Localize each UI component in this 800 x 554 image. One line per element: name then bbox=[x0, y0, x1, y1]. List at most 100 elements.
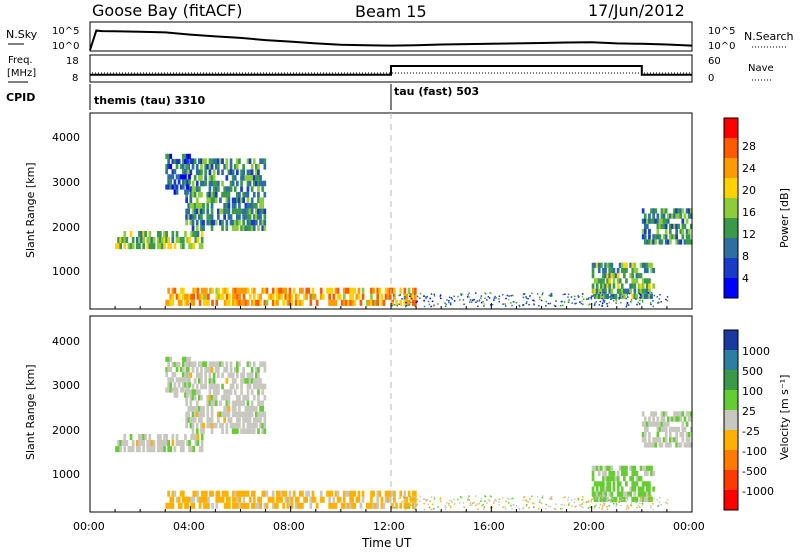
echo-cell bbox=[252, 383, 256, 390]
echo-cell bbox=[212, 158, 216, 164]
echo-cell bbox=[683, 442, 687, 448]
echo-cell bbox=[601, 505, 604, 507]
echo-cell bbox=[227, 169, 231, 176]
echo-cell bbox=[380, 502, 384, 509]
echo-cell bbox=[177, 299, 181, 306]
power-ytick-4000: 4000 bbox=[52, 131, 80, 144]
echo-cell bbox=[311, 287, 315, 294]
echo-cell bbox=[212, 361, 216, 367]
echo-cell bbox=[121, 237, 125, 244]
echo-cell bbox=[259, 293, 262, 300]
echo-cell bbox=[217, 169, 220, 176]
echo-cell bbox=[177, 502, 181, 509]
echo-cell bbox=[233, 389, 237, 395]
echo-cell bbox=[156, 243, 160, 250]
echo-cell bbox=[159, 231, 162, 238]
echo-cell bbox=[186, 153, 189, 159]
echo-cell bbox=[610, 497, 612, 499]
echo-cell bbox=[215, 293, 219, 300]
echo-cell bbox=[630, 502, 633, 504]
echo-cell bbox=[652, 218, 655, 224]
echo-cell bbox=[240, 400, 243, 407]
noise-ytick-bottom: 10^0 bbox=[52, 41, 79, 52]
echo-cell bbox=[507, 299, 510, 301]
echo-cell bbox=[677, 239, 681, 245]
echo-cell bbox=[646, 442, 649, 448]
echo-cell bbox=[250, 175, 254, 181]
echo-cell bbox=[623, 288, 626, 294]
echo-cell bbox=[198, 389, 201, 395]
echo-cell bbox=[184, 189, 187, 195]
echo-cell bbox=[242, 372, 245, 379]
echo-cell bbox=[263, 367, 267, 373]
echo-cell bbox=[214, 394, 218, 401]
echo-cell bbox=[210, 180, 214, 187]
power-cbar-tick-8: 8 bbox=[742, 250, 749, 263]
echo-cell bbox=[198, 214, 201, 220]
echo-cell bbox=[411, 297, 413, 300]
echo-cell bbox=[231, 225, 235, 231]
echo-cell bbox=[567, 499, 569, 501]
echo-cell bbox=[685, 229, 689, 235]
echo-cell bbox=[380, 299, 384, 306]
echo-cell bbox=[567, 503, 570, 506]
echo-cell bbox=[257, 400, 260, 407]
echo-cell bbox=[429, 500, 431, 503]
echo-cell bbox=[214, 180, 218, 187]
echo-cell bbox=[575, 505, 577, 508]
echo-cell bbox=[643, 481, 647, 487]
echo-cell bbox=[233, 175, 237, 181]
echo-cell bbox=[253, 496, 256, 503]
echo-cell bbox=[512, 294, 514, 297]
echo-cell bbox=[206, 406, 210, 412]
echo-cell bbox=[370, 293, 373, 300]
echo-cell bbox=[602, 481, 605, 487]
echo-cell bbox=[189, 394, 193, 401]
echo-cell bbox=[615, 302, 617, 304]
echo-cell bbox=[664, 432, 668, 438]
echo-cell bbox=[250, 428, 254, 434]
echo-cell bbox=[460, 497, 463, 499]
echo-cell bbox=[659, 497, 661, 499]
echo-cell bbox=[217, 186, 220, 192]
echo-cell bbox=[278, 293, 281, 300]
echo-cell bbox=[167, 237, 170, 244]
echo-cell bbox=[407, 490, 411, 497]
echo-cell bbox=[250, 400, 254, 407]
echo-cell bbox=[625, 278, 628, 284]
echo-cell bbox=[175, 440, 179, 447]
echo-cell bbox=[223, 287, 227, 294]
echo-cell bbox=[223, 394, 226, 401]
echo-cell bbox=[612, 295, 614, 297]
echo-cell bbox=[677, 213, 681, 219]
echo-cell bbox=[450, 500, 453, 502]
echo-cell bbox=[461, 496, 463, 498]
echo-cell bbox=[510, 505, 512, 507]
echo-cell bbox=[206, 191, 210, 198]
echo-cell bbox=[643, 465, 647, 471]
echo-cell bbox=[658, 501, 661, 503]
echo-cell bbox=[193, 208, 197, 215]
echo-cell bbox=[200, 406, 203, 412]
echo-cell bbox=[675, 234, 678, 240]
echo-cell bbox=[156, 440, 160, 447]
echo-cell bbox=[221, 411, 224, 418]
power-cbar-tick-12: 12 bbox=[742, 228, 756, 241]
echo-cell bbox=[522, 507, 525, 509]
echo-cell bbox=[210, 428, 214, 434]
echo-cell bbox=[646, 278, 649, 284]
echo-cell bbox=[188, 440, 191, 447]
echo-cell bbox=[242, 502, 246, 509]
echo-cell bbox=[490, 495, 492, 498]
echo-cell bbox=[427, 300, 430, 303]
echo-cell bbox=[193, 417, 197, 423]
echo-cell bbox=[189, 417, 193, 423]
echo-cell bbox=[473, 501, 475, 504]
echo-cell bbox=[600, 283, 603, 289]
echo-cell bbox=[227, 400, 231, 407]
echo-cell bbox=[159, 237, 162, 244]
echo-cell bbox=[171, 299, 175, 306]
echo-cell bbox=[604, 465, 607, 471]
echo-cell bbox=[587, 298, 590, 300]
echo-cell bbox=[677, 223, 681, 229]
